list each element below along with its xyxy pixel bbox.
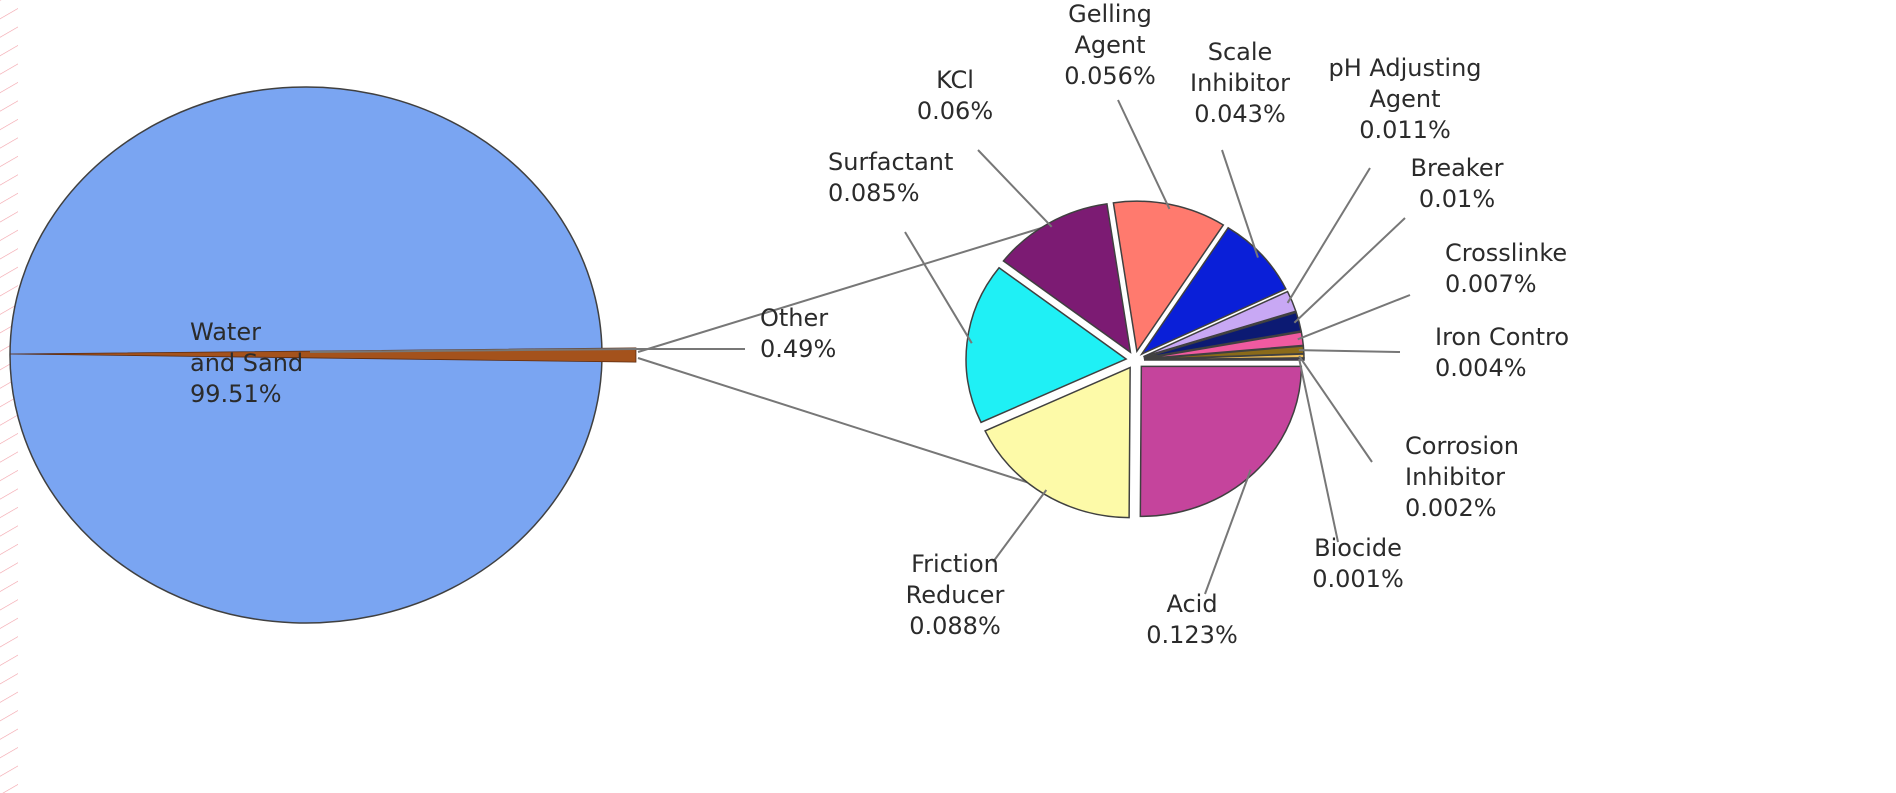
leader-lines <box>309 99 1411 595</box>
leader-scale-inhibitor <box>1221 149 1259 258</box>
sub-gelling-agent-label: Gelling Agent 0.056% <box>1064 0 1156 90</box>
leader-biocide <box>1298 358 1339 543</box>
leader-breaker <box>1293 217 1406 324</box>
sub-iron-control-label: Iron Contro 0.004% <box>1435 323 1569 382</box>
sub-crosslinker-label: Crosslinke 0.007% <box>1445 239 1567 298</box>
leader-gelling-agent <box>1117 99 1171 210</box>
secondary-pie <box>965 200 1305 519</box>
sub-slice-scale-inhibitor <box>1139 226 1287 356</box>
connector-line-top <box>637 225 1049 353</box>
main-pie <box>9 86 637 624</box>
sub-slice-biocide <box>1143 357 1305 361</box>
sub-breaker-label: Breaker 0.01% <box>1411 154 1504 213</box>
leader-crosslinker <box>1297 294 1411 341</box>
leader-acid <box>1204 469 1252 595</box>
sub-slice-breaker <box>1143 311 1303 359</box>
sub-slice-surfactant <box>965 266 1128 424</box>
data-labels: Water and Sand 99.51% Other 0.49% Acid 0.123% F… <box>190 0 1569 649</box>
main-other-label: Other 0.49% <box>760 304 836 363</box>
leader-iron-control <box>1298 349 1401 353</box>
leader-ph-adjusting-agent <box>1286 167 1371 304</box>
sub-corrosion-inhibitor-label: Corrosion Inhibitor 0.002% <box>1405 432 1519 522</box>
leader-friction-reducer <box>992 489 1048 563</box>
connector-lines <box>637 225 1049 489</box>
connector-line-bottom <box>637 357 1046 489</box>
sub-acid-label: Acid 0.123% <box>1146 590 1238 649</box>
leader-kcl <box>977 149 1053 228</box>
left-border-decoration <box>0 0 18 793</box>
sub-slice-acid <box>1139 365 1303 518</box>
sub-slice-gelling-agent <box>1112 200 1225 354</box>
main-water-and-sand-label: Water and Sand 99.51% <box>190 318 303 408</box>
leader-surfactant <box>904 231 973 344</box>
sub-biocide-label: Biocide 0.001% <box>1312 534 1404 593</box>
sub-scale-inhibitor-label: Scale Inhibitor 0.043% <box>1190 38 1290 128</box>
leader-corrosion-inhibitor <box>1298 355 1373 463</box>
sub-ph-adjusting-agent-label: pH Adjusting Agent 0.011% <box>1328 54 1481 144</box>
sub-slice-ph-adjusting-agent <box>1143 290 1297 358</box>
leader-water-and-sand <box>309 348 637 353</box>
sub-friction-reducer-label: Friction Reducer 0.088% <box>906 550 1005 640</box>
sub-kcl-label: KCl 0.06% <box>917 66 993 125</box>
sub-surfactant-label: Surfactant 0.085% <box>828 148 953 207</box>
